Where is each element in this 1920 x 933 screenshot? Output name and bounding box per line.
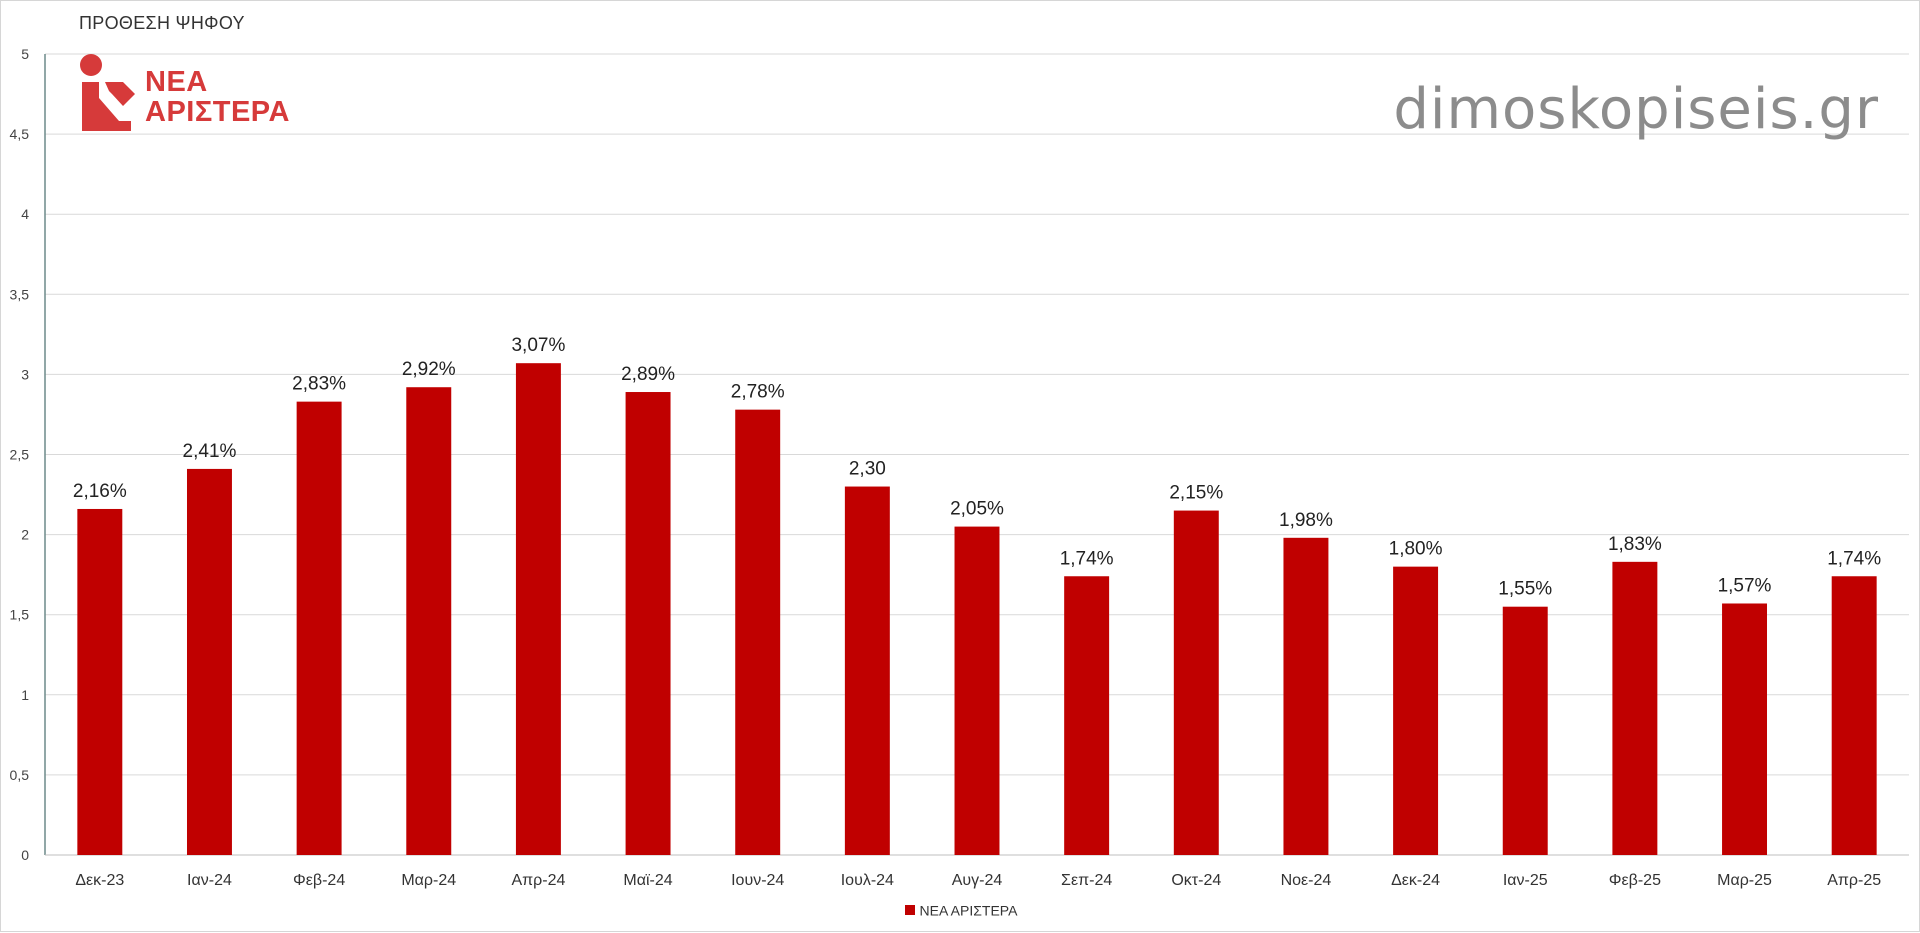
- y-tick-label: 2,5: [10, 447, 30, 463]
- bar: [296, 401, 342, 855]
- x-tick-label: Νοε-24: [1281, 872, 1332, 889]
- legend-swatch: [904, 905, 915, 916]
- x-tick-label: Δεκ-23: [75, 872, 124, 889]
- x-tick-label: Μαϊ-24: [623, 872, 672, 889]
- bar: [844, 486, 890, 855]
- x-tick-label: Ιαν-25: [1503, 872, 1548, 889]
- chart-legend: ΝΕΑ ΑΡΙΣΤΕΡΑ: [1, 901, 1920, 918]
- x-tick-label: Ιουν-24: [731, 872, 784, 889]
- logo-text: ΝΕΑ ΑΡΙΣΤΕΡΑ: [145, 67, 290, 127]
- data-label: 2,92%: [402, 359, 456, 380]
- data-label: 2,30: [849, 459, 886, 480]
- logo-mark-icon: [80, 54, 135, 131]
- data-label: 2,78%: [731, 382, 785, 403]
- x-tick-label: Φεβ-25: [1609, 872, 1661, 889]
- data-label: 2,15%: [1169, 483, 1223, 504]
- bar: [515, 363, 561, 855]
- x-tick-label: Ιαν-24: [187, 872, 232, 889]
- x-tick-label: Απρ-25: [1827, 872, 1881, 889]
- x-tick-label: Δεκ-24: [1391, 872, 1440, 889]
- bar: [1502, 606, 1548, 855]
- y-tick-label: 3: [21, 366, 29, 382]
- data-label: 1,74%: [1060, 548, 1114, 569]
- bar: [1722, 603, 1768, 855]
- data-label: 2,05%: [950, 499, 1004, 520]
- y-tick-label: 2: [21, 527, 29, 543]
- y-tick-label: 5: [21, 46, 29, 62]
- legend-label: ΝΕΑ ΑΡΙΣΤΕΡΑ: [919, 902, 1018, 919]
- data-label: 3,07%: [511, 335, 565, 356]
- x-tick-label: Μαρ-25: [1717, 872, 1772, 889]
- bar: [625, 392, 671, 855]
- y-tick-label: 4: [21, 206, 29, 222]
- bar: [1283, 537, 1329, 855]
- data-label: 1,83%: [1608, 534, 1662, 555]
- y-tick-label: 0: [21, 847, 29, 863]
- y-tick-label: 0,5: [10, 767, 30, 783]
- y-tick-label: 1,5: [10, 607, 30, 623]
- x-tick-label: Φεβ-24: [293, 872, 345, 889]
- bar: [1393, 566, 1439, 855]
- data-label: 1,80%: [1389, 539, 1443, 560]
- data-label: 1,98%: [1279, 510, 1333, 531]
- x-tick-label: Αυγ-24: [952, 872, 1003, 889]
- data-label: 2,41%: [183, 441, 237, 462]
- bar: [735, 409, 781, 855]
- data-label: 1,55%: [1498, 579, 1552, 600]
- bar: [954, 526, 1000, 855]
- y-tick-label: 4,5: [10, 126, 30, 142]
- x-tick-label: Σεπ-24: [1061, 872, 1112, 889]
- data-label: 1,57%: [1718, 575, 1772, 596]
- bar: [77, 508, 123, 855]
- brand-logo: ΝΕΑ ΑΡΙΣΤΕΡΑ: [79, 53, 289, 137]
- x-tick-label: Απρ-24: [511, 872, 565, 889]
- x-tick-label: Οκτ-24: [1171, 872, 1221, 889]
- data-label: 2,16%: [73, 481, 127, 502]
- chart-title: ΠΡΟΘΕΣΗ ΨΗΦΟΥ: [79, 13, 245, 33]
- logo-text-line2: ΑΡΙΣΤΕΡΑ: [145, 96, 290, 128]
- data-label: 2,89%: [621, 364, 675, 385]
- bar: [1064, 576, 1110, 855]
- data-label: 1,74%: [1827, 548, 1881, 569]
- data-label: 2,83%: [292, 374, 346, 395]
- bar: [1173, 510, 1219, 855]
- bar: [1831, 576, 1877, 855]
- bar: [406, 387, 452, 855]
- watermark-text: dimoskopiseis.gr: [1393, 77, 1879, 142]
- x-tick-label: Μαρ-24: [401, 872, 456, 889]
- y-tick-label: 1: [21, 687, 29, 703]
- logo-text-line1: ΝΕΑ: [145, 66, 208, 98]
- bar: [186, 468, 232, 855]
- y-tick-label: 3,5: [10, 286, 30, 302]
- x-tick-label: Ιουλ-24: [841, 872, 894, 889]
- bar: [1612, 561, 1658, 855]
